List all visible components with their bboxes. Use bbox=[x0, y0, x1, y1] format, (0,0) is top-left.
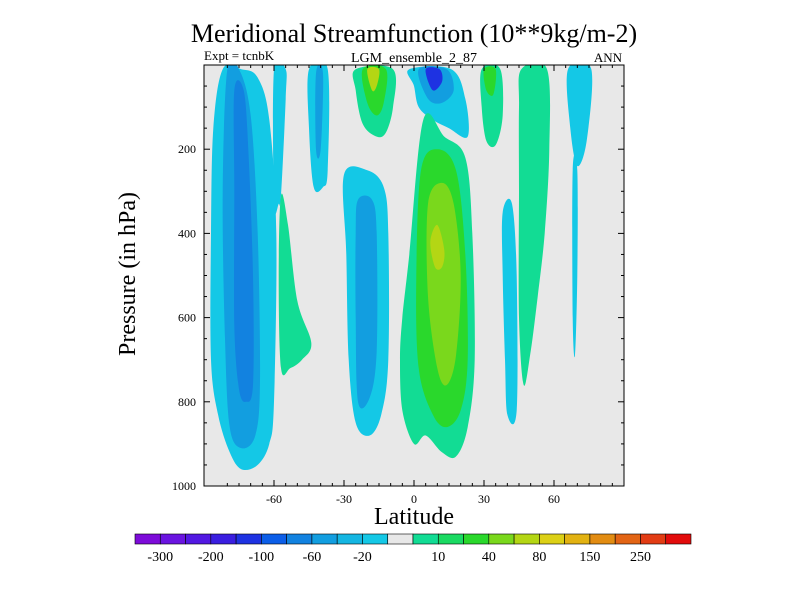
ensemble-label: LGM_ensemble_2_87 bbox=[351, 51, 477, 66]
colorbar-swatch bbox=[665, 533, 692, 545]
colorbar-label: 80 bbox=[532, 550, 546, 565]
y-tick-label: 600 bbox=[178, 311, 196, 325]
colorbar-label: 10 bbox=[431, 550, 445, 565]
contour-region-8 bbox=[278, 193, 312, 376]
colorbar-swatch bbox=[589, 533, 616, 545]
x-tick-label: 0 bbox=[411, 492, 417, 506]
y-tick-label: 1000 bbox=[172, 479, 196, 493]
axes: -60 -30 0 30 60 200 400 600 800 1000 bbox=[172, 64, 625, 506]
y-tick-label: 400 bbox=[178, 226, 196, 240]
colorbar-swatch bbox=[362, 533, 389, 545]
experiment-label: Expt = tcnbK bbox=[204, 48, 275, 63]
x-tick-label: 60 bbox=[548, 492, 560, 506]
contour-region-3 bbox=[272, 65, 287, 215]
colorbar-swatch bbox=[311, 533, 338, 545]
colorbar-swatch bbox=[185, 533, 212, 545]
contour-region-24 bbox=[572, 154, 578, 358]
x-tick-label: -30 bbox=[336, 492, 352, 506]
colorbar-swatch bbox=[488, 533, 515, 545]
colorbar-swatch bbox=[159, 533, 186, 545]
colorbar-swatch bbox=[437, 533, 464, 545]
colorbar-swatch bbox=[134, 533, 161, 545]
colorbar: -300 -200 -100 -60 -20 10 40 80 150 250 bbox=[134, 533, 692, 565]
colorbar-label: -200 bbox=[198, 550, 224, 565]
colorbar-swatch bbox=[286, 533, 313, 545]
contour-region-21 bbox=[501, 198, 518, 425]
contour-region-14 bbox=[425, 67, 443, 91]
colorbar-label: -300 bbox=[147, 550, 173, 565]
contour-region-22 bbox=[518, 65, 551, 386]
period-label: ANN bbox=[594, 50, 623, 65]
colorbar-swatch bbox=[539, 533, 565, 545]
colorbar-swatch bbox=[564, 533, 591, 545]
colorbar-swatch bbox=[463, 533, 490, 545]
contour-region-18 bbox=[430, 224, 445, 270]
colorbar-label: -60 bbox=[303, 550, 322, 565]
colorbar-swatch bbox=[387, 533, 414, 545]
y-axis-label: Pressure (in hPa) bbox=[115, 192, 141, 356]
colorbar-swatch bbox=[513, 533, 540, 545]
contour-region-23 bbox=[566, 65, 593, 167]
colorbar-label: -100 bbox=[249, 550, 275, 565]
colorbar-swatch bbox=[210, 533, 237, 545]
colorbar-swatch bbox=[261, 533, 287, 545]
y-tick-label: 800 bbox=[178, 395, 196, 409]
contour-region-20 bbox=[483, 66, 497, 96]
colorbar-label: 250 bbox=[630, 550, 651, 565]
x-tick-label: 30 bbox=[478, 492, 490, 506]
contour-region-7 bbox=[355, 195, 378, 409]
x-axis-label: Latitude bbox=[374, 504, 454, 530]
y-tick-label: 200 bbox=[178, 142, 196, 156]
contour-region-2 bbox=[233, 80, 254, 402]
x-tick-label: -60 bbox=[266, 492, 282, 506]
contour-region-11 bbox=[367, 66, 380, 92]
colorbar-swatch bbox=[614, 533, 641, 545]
colorbar-label: -20 bbox=[353, 550, 372, 565]
colorbar-swatch bbox=[336, 533, 363, 545]
chart-title: Meridional Streamfunction (10**9kg/m-2) bbox=[191, 19, 637, 48]
plot-area bbox=[204, 65, 624, 486]
colorbar-swatch bbox=[640, 533, 667, 545]
colorbar-swatch bbox=[235, 533, 262, 545]
contour-region-5 bbox=[315, 65, 324, 159]
colorbar-label: 150 bbox=[579, 550, 600, 565]
colorbar-label: 40 bbox=[482, 550, 496, 565]
colorbar-swatch bbox=[412, 533, 439, 545]
